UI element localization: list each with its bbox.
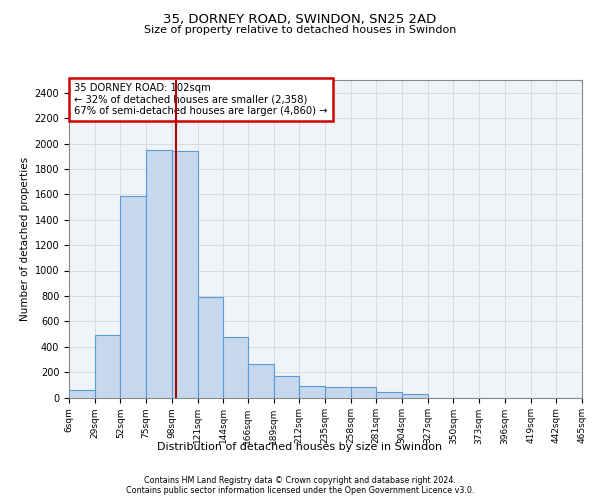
Text: Contains public sector information licensed under the Open Government Licence v3: Contains public sector information licen… [126,486,474,495]
Bar [376,392,402,398]
Bar [223,336,248,398]
Text: Distribution of detached houses by size in Swindon: Distribution of detached houses by size … [157,442,443,452]
Bar [95,336,121,398]
Y-axis label: Number of detached properties: Number of detached properties [20,156,31,321]
Bar [325,388,350,398]
Bar [172,151,197,398]
Bar [248,364,274,398]
Text: Size of property relative to detached houses in Swindon: Size of property relative to detached ho… [144,25,456,35]
Text: Contains HM Land Registry data © Crown copyright and database right 2024.: Contains HM Land Registry data © Crown c… [144,476,456,485]
Bar [274,376,299,398]
Bar [197,297,223,398]
Bar [402,394,428,398]
Bar [146,150,172,398]
Bar [350,388,376,398]
Text: 35 DORNEY ROAD: 102sqm
← 32% of detached houses are smaller (2,358)
67% of semi-: 35 DORNEY ROAD: 102sqm ← 32% of detached… [74,83,328,116]
Text: 35, DORNEY ROAD, SWINDON, SN25 2AD: 35, DORNEY ROAD, SWINDON, SN25 2AD [163,12,437,26]
Bar [69,390,95,398]
Bar [121,196,146,398]
Bar [299,386,325,398]
